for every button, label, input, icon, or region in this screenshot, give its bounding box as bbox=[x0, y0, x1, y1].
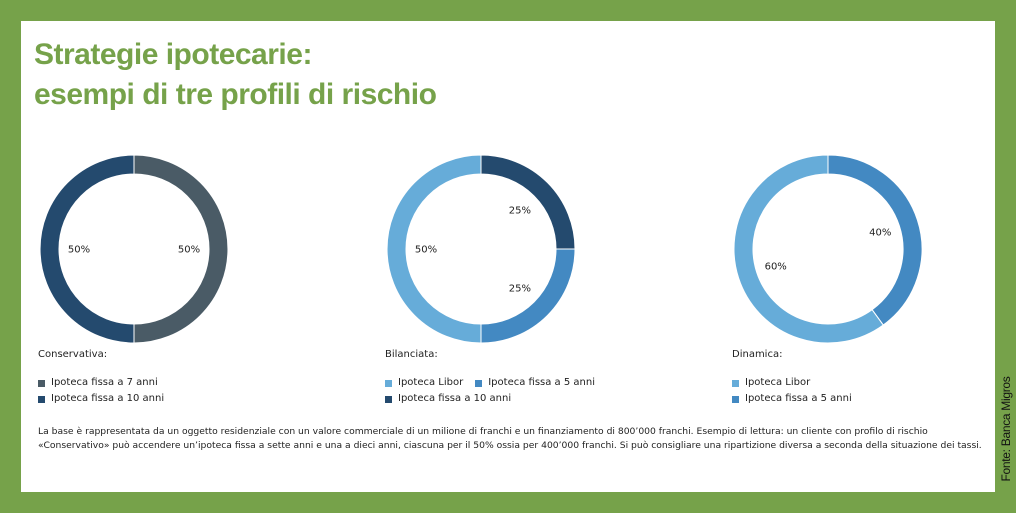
legend-row: Ipoteca Libor Ipoteca fissa a 5 anni bbox=[385, 376, 595, 390]
legend-row: Ipoteca fissa a 5 anni bbox=[732, 392, 852, 406]
legend-item-ipoteca-fissa-a-5-anni: Ipoteca fissa a 5 anni bbox=[732, 392, 852, 406]
donut-chart-bilanciata: 25% 25% 50% bbox=[381, 149, 581, 349]
legend-rows: Ipoteca fissa a 7 anni Ipoteca fissa a 10… bbox=[38, 376, 164, 406]
slice-value-label: 25% bbox=[509, 283, 531, 294]
legend-dinamica: Dinamica: Ipoteca Libor Ipoteca fissa a 5… bbox=[732, 348, 852, 408]
legend-swatch bbox=[732, 395, 739, 403]
legend-swatch bbox=[385, 395, 392, 403]
legend-swatch bbox=[38, 395, 45, 403]
legend-rows: Ipoteca Libor Ipoteca fissa a 5 anni bbox=[732, 376, 852, 406]
legend-swatch bbox=[385, 379, 392, 387]
donut-slice-ipoteca-libor bbox=[386, 154, 482, 344]
donut-svg-conservativa: 50% 50% bbox=[39, 154, 229, 344]
legend-item-ipoteca-fissa-a-7-anni: Ipoteca fissa a 7 anni bbox=[38, 376, 158, 390]
donut-slice-ipoteca-fissa-a-10-anni bbox=[39, 154, 135, 344]
legend-label: Ipoteca Libor bbox=[398, 377, 464, 388]
legend-title: Bilanciata: bbox=[385, 349, 438, 360]
donut-svg-dinamica: 40% 60% bbox=[733, 154, 923, 344]
legend-item-ipoteca-fissa-a-10-anni: Ipoteca fissa a 10 anni bbox=[38, 392, 164, 406]
donut-slice-ipoteca-fissa-a-10-anni bbox=[480, 154, 576, 250]
legend-row: Ipoteca fissa a 10 anni bbox=[385, 392, 595, 406]
legend-label: Ipoteca fissa a 10 anni bbox=[51, 393, 165, 404]
footnote: La base è rappresentata da un oggetto re… bbox=[38, 426, 982, 452]
legend-item-ipoteca-libor: Ipoteca Libor bbox=[385, 376, 463, 390]
slice-value-label: 40% bbox=[869, 228, 891, 239]
legend-swatch bbox=[732, 379, 739, 387]
slice-value-label: 50% bbox=[68, 245, 90, 256]
donut-slice-ipoteca-libor bbox=[733, 154, 884, 344]
slice-value-label: 50% bbox=[178, 245, 200, 256]
slice-value-label: 60% bbox=[765, 262, 787, 273]
legend-label: Ipoteca fissa a 7 anni bbox=[51, 377, 158, 388]
title-line-2: esempi di tre profili di rischio bbox=[34, 78, 437, 111]
legend-title: Dinamica: bbox=[732, 349, 783, 360]
donut-slice-ipoteca-fissa-a-5-anni bbox=[480, 248, 576, 344]
legend-label: Ipoteca fissa a 5 anni bbox=[745, 393, 852, 404]
donut-slice-ipoteca-fissa-a-5-anni bbox=[827, 154, 923, 326]
slice-value-label: 50% bbox=[415, 245, 437, 256]
legend-label: Ipoteca fissa a 10 anni bbox=[398, 393, 512, 404]
legend-item-ipoteca-fissa-a-5-anni: Ipoteca fissa a 5 anni bbox=[475, 376, 595, 390]
donut-svg-bilanciata: 25% 25% 50% bbox=[386, 154, 576, 344]
legend-swatch bbox=[38, 379, 45, 387]
legend-label: Ipoteca Libor bbox=[745, 377, 811, 388]
legend-swatch bbox=[475, 379, 483, 387]
legend-rows: Ipoteca Libor Ipoteca fissa a 5 anni Ipote… bbox=[385, 376, 595, 406]
legend-row: Ipoteca fissa a 10 anni bbox=[38, 392, 164, 406]
donut-chart-conservativa: 50% 50% bbox=[34, 149, 234, 349]
legend-item-ipoteca-fissa-a-10-anni: Ipoteca fissa a 10 anni bbox=[385, 392, 511, 406]
legend-title: Conservativa: bbox=[38, 349, 108, 360]
source-credit: Fonte: Banca Migros bbox=[998, 365, 1014, 493]
source-text: Fonte: Banca Migros bbox=[999, 376, 1013, 482]
legend-item-ipoteca-libor: Ipoteca Libor bbox=[732, 376, 810, 390]
donut-chart-dinamica: 40% 60% bbox=[728, 149, 928, 349]
legend-label: Ipoteca fissa a 5 anni bbox=[488, 377, 595, 388]
legend-row: Ipoteca fissa a 7 anni bbox=[38, 376, 164, 390]
legend-bilanciata: Bilanciata: Ipoteca Libor Ipoteca fissa a… bbox=[385, 348, 595, 408]
legend-conservativa: Conservativa: Ipoteca fissa a 7 anni Ipot… bbox=[38, 348, 164, 408]
slice-value-label: 25% bbox=[509, 206, 531, 217]
infographic-panel: Strategie ipotecarie: esempi di tre prof… bbox=[21, 21, 995, 492]
page-title: Strategie ipotecarie: esempi di tre prof… bbox=[34, 35, 437, 115]
title-line-1: Strategie ipotecarie: bbox=[34, 38, 312, 71]
legend-row: Ipoteca Libor bbox=[732, 376, 852, 390]
